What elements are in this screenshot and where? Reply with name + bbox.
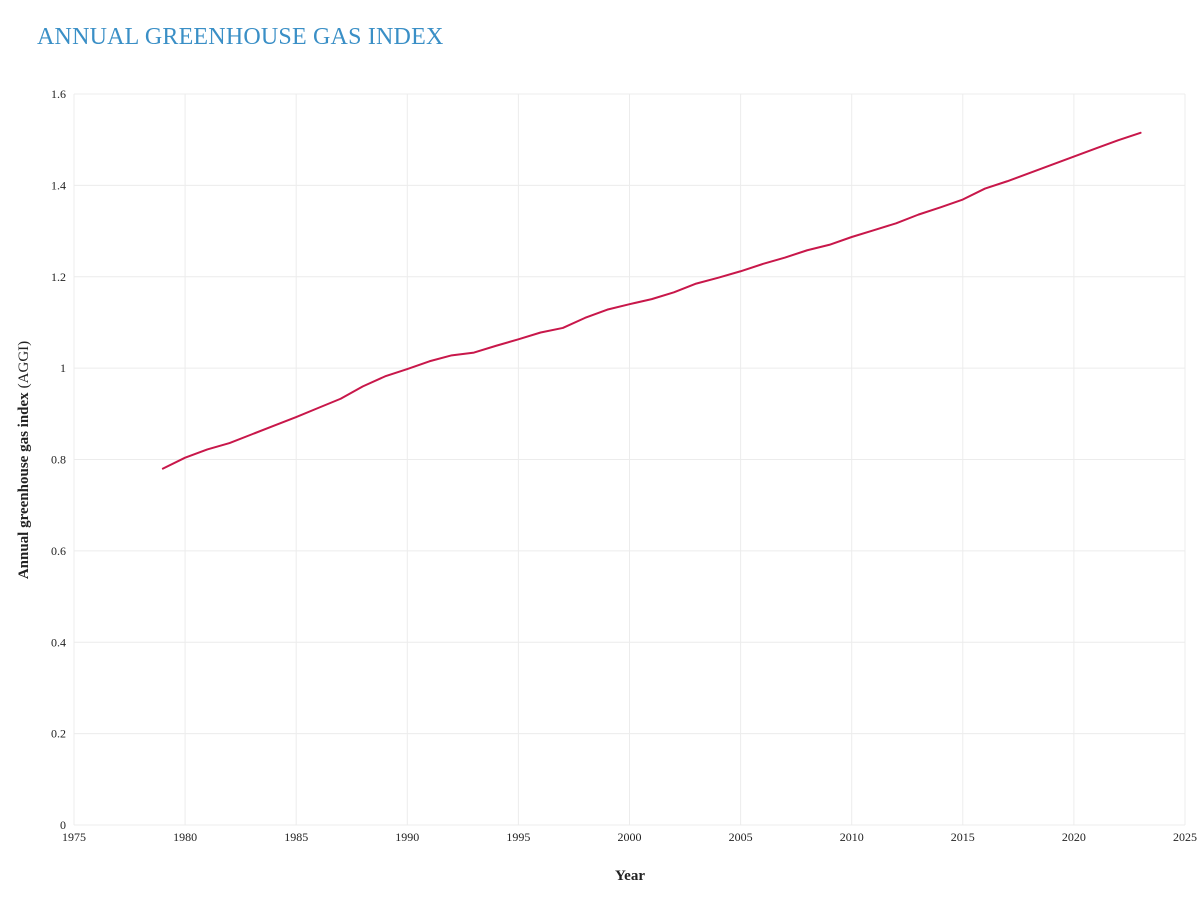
chart-title: ANNUAL GREENHOUSE GAS INDEX [37,24,444,50]
x-tick-label: 1990 [395,830,419,844]
x-tick-label: 1980 [173,830,197,844]
x-tick-label: 2020 [1062,830,1086,844]
x-tick-label: 1985 [284,830,308,844]
y-tick-label: 0.8 [51,453,66,467]
aggi-series-line [161,131,1142,470]
x-tick-label: 2000 [618,830,642,844]
x-tick-label: 2015 [951,830,975,844]
y-tick-label: 0.6 [51,544,66,558]
gridlines [73,93,1186,826]
y-tick-label: 0.2 [51,727,66,741]
y-axis-title-unit: (AGGI) [16,341,32,388]
y-axis-title: Annual greenhouse gas index (AGGI) [16,341,32,579]
x-tick-label: 1995 [506,830,530,844]
x-tick-label: 2010 [840,830,864,844]
y-tick-label: 1.4 [51,178,66,192]
y-tick-label: 1.2 [51,270,66,284]
tick-labels: 1975 1980 1985 1990 1995 2000 2005 2010 2015 2020… [51,87,1197,844]
x-tick-label: 1975 [62,830,86,844]
y-tick-label: 0 [60,818,66,832]
y-axis-title-main: Annual greenhouse gas index [16,392,32,579]
series-layer [161,131,1142,470]
y-tick-label: 1.6 [51,87,66,101]
x-axis-title: Year [615,868,645,884]
y-tick-label: 0.4 [51,635,66,649]
x-tick-label: 2025 [1173,830,1197,844]
y-tick-label: 1 [60,361,66,375]
x-tick-label: 2005 [729,830,753,844]
